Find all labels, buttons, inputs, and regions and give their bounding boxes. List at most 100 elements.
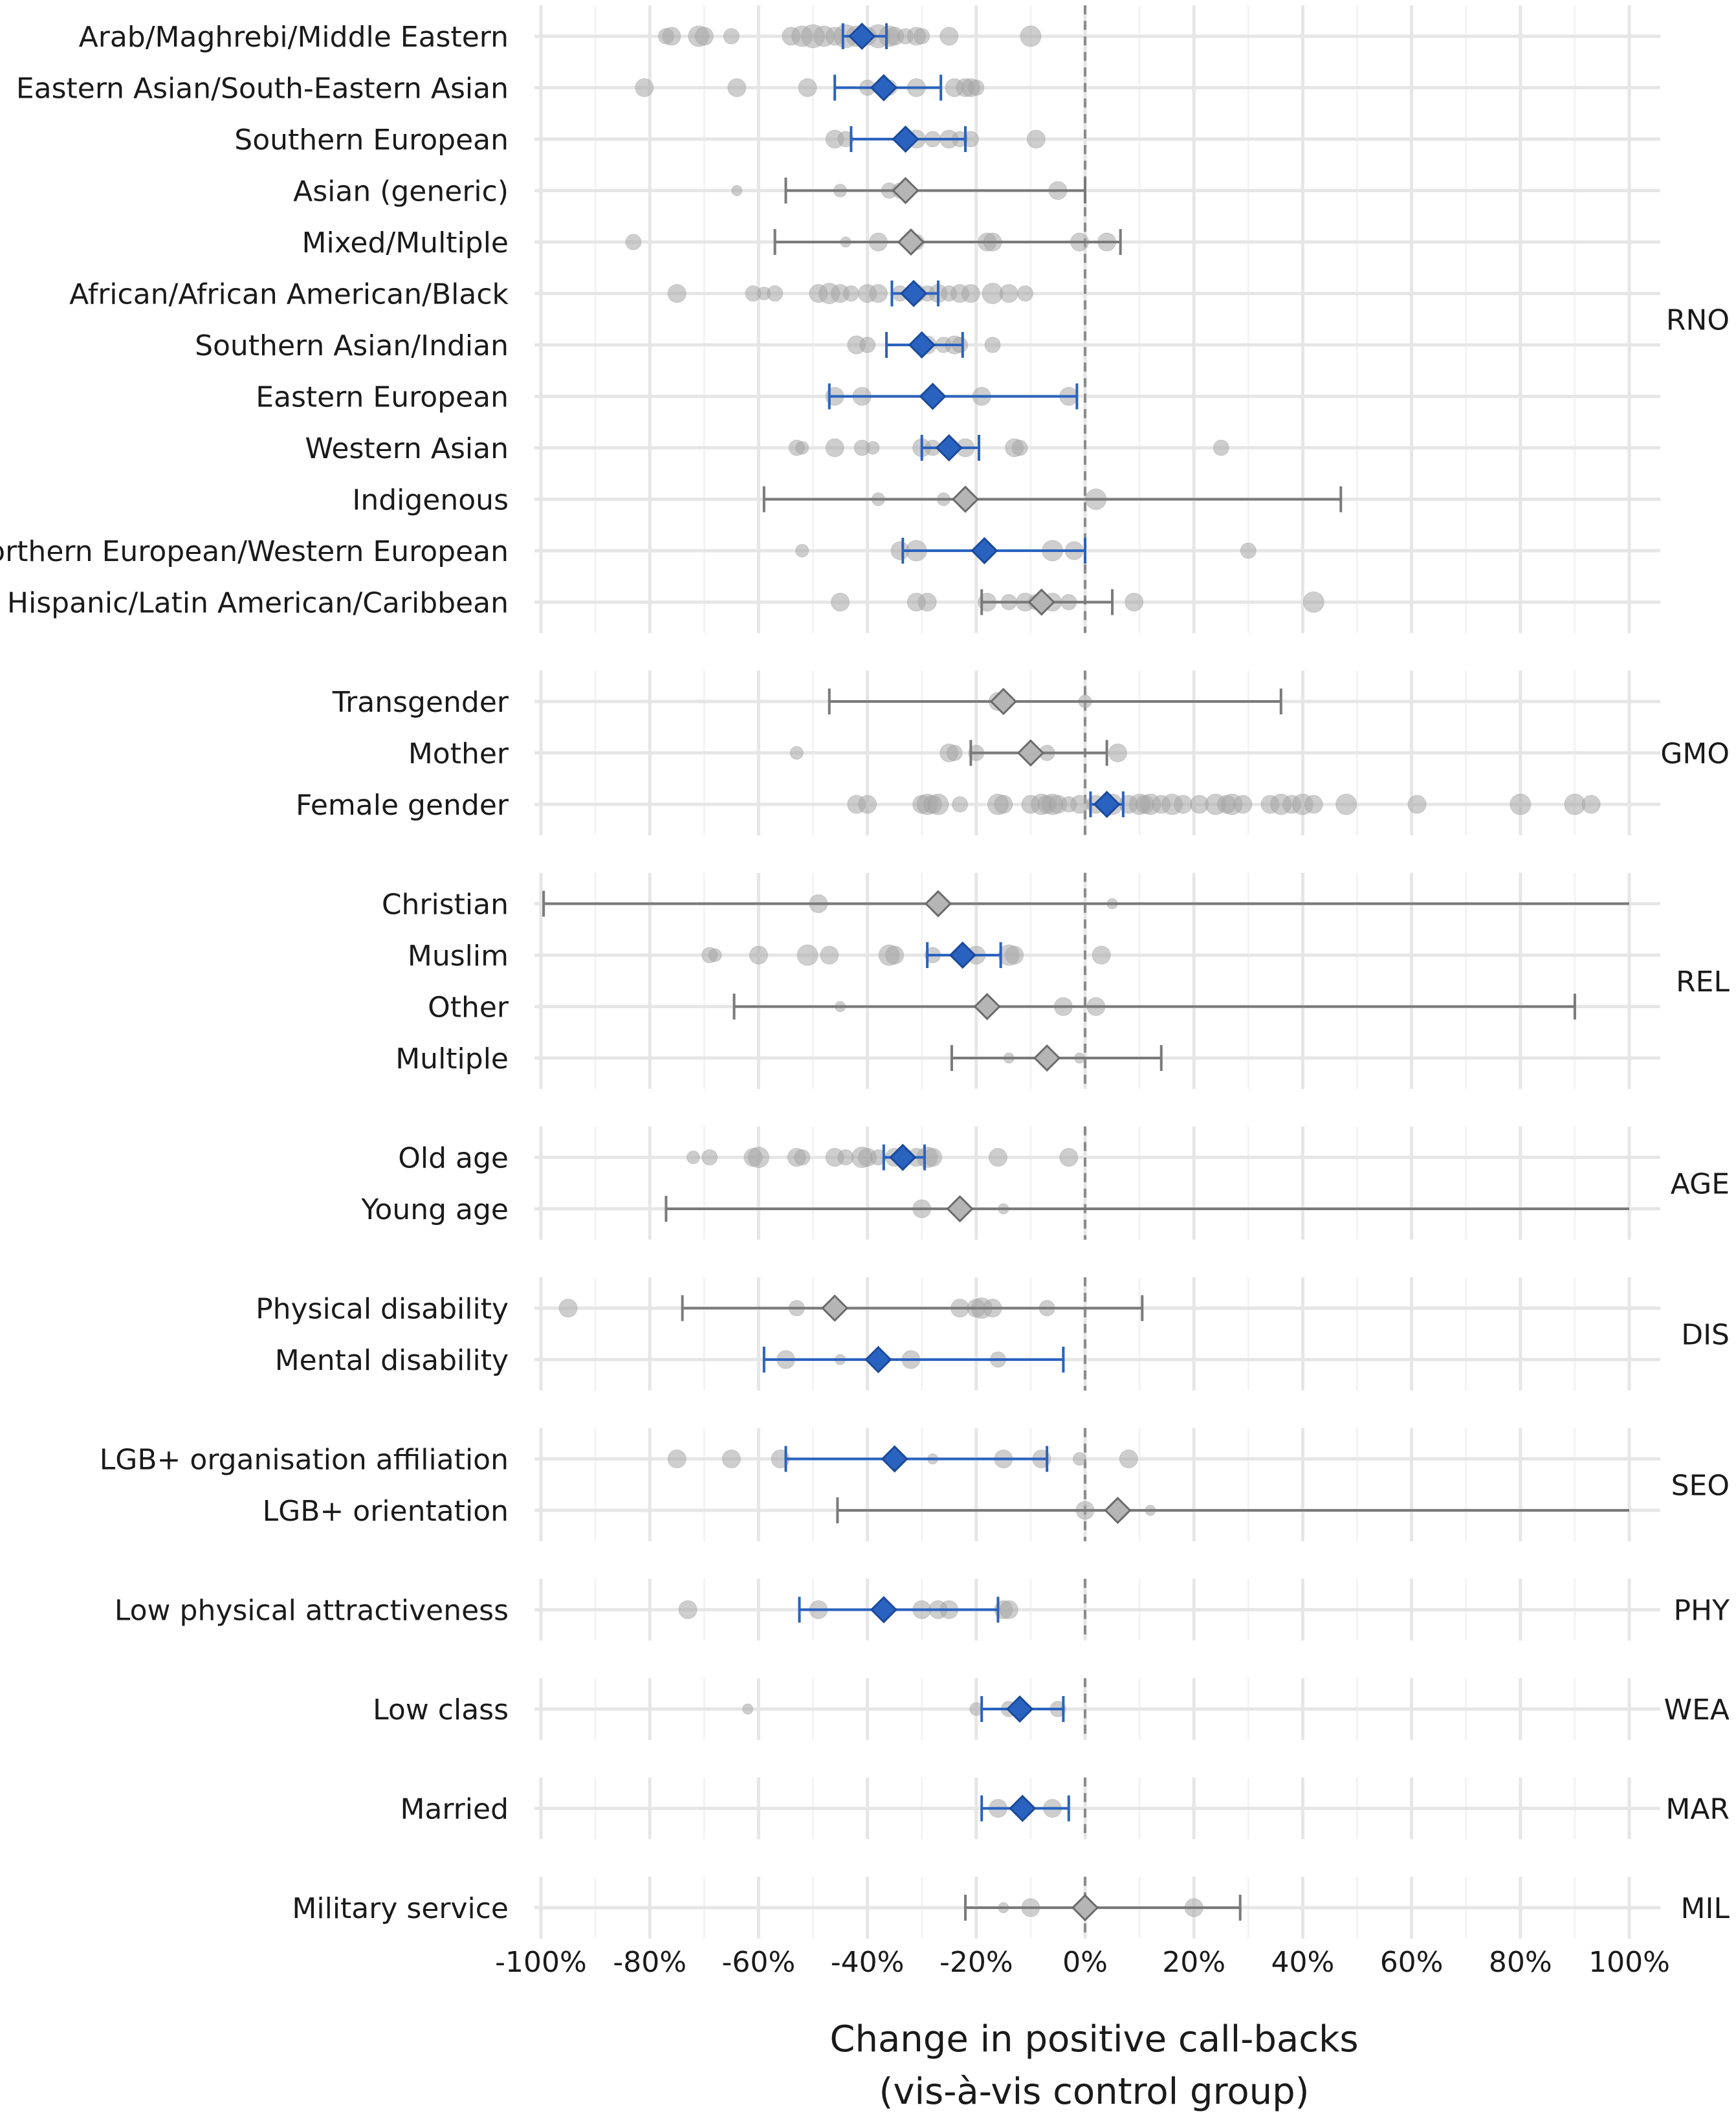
estimate-diamond [949,941,976,969]
group-label: GMO [1660,738,1730,771]
study-point [999,1600,1018,1619]
estimate-diamond [881,1445,908,1473]
study-point [820,945,839,965]
study-point [667,284,687,303]
x-tick-label: -60% [722,1946,796,1979]
group-label: PHY [1674,1594,1730,1627]
study-point [825,438,844,458]
row-label: Mental disability [275,1344,509,1377]
estimate-diamond [848,22,876,50]
study-point [1020,25,1042,47]
x-axis-title-line1: Change in positive call-backs [830,2018,1358,2060]
row-label: Transgender [332,686,509,719]
study-point [558,1299,578,1318]
row-label: Female gender [296,789,509,822]
row-label: Northern European/Western European [0,535,509,568]
study-point [742,1703,754,1715]
estimate-diamond [889,1143,917,1171]
study-point [701,1149,718,1165]
group-label: MAR [1665,1793,1730,1826]
row-labels: Arab/Maghrebi/Middle Eastern Eastern Asia… [0,21,509,1925]
x-tick-label: -100% [495,1946,587,1979]
x-tick-label: 80% [1489,1946,1552,1979]
row-label: Married [400,1793,509,1826]
study-point [1233,795,1253,814]
row-label: Southern European [234,124,509,157]
study-point [1240,542,1257,559]
group-label: MIL [1681,1892,1730,1925]
study-point [731,185,743,196]
gridlines [534,5,1660,1939]
group-label: AGE [1671,1167,1730,1200]
estimate-diamond [821,1294,849,1322]
estimate-diamond [897,228,925,256]
study-point [923,1148,943,1167]
study-point [842,285,859,302]
study-point [1092,945,1111,965]
x-tick-label: -40% [831,1946,905,1979]
estimate-diamond [935,434,963,462]
estimate-diamond [1071,1893,1099,1922]
estimate-diamond [1016,739,1045,767]
row-label: Military service [292,1892,509,1925]
study-point [952,796,969,813]
estimate-diamond [971,536,998,565]
study-point [1304,795,1323,814]
estimate-diamond [864,1345,892,1374]
estimate-diamond [1093,790,1121,819]
row-label: Arab/Maghrebi/Middle Eastern [79,21,509,54]
x-tick-label: 60% [1380,1946,1444,1979]
study-point [795,441,809,455]
group-labels: RNO GMO REL AGE DIS SEO PHY WEA MAR MIL [1660,303,1730,1925]
estimate-diamond [1104,1496,1132,1525]
estimate-diamond [870,1596,897,1624]
study-point [961,284,980,303]
row-label: Low physical attractiveness [115,1594,509,1627]
study-point [694,27,714,46]
study-point [1581,795,1601,814]
estimate-diamond [989,687,1017,716]
x-tick-label: -20% [939,1946,1013,1979]
study-point [1059,1148,1079,1167]
row-label: Western Asian [305,432,509,465]
row-label: LGB+ orientation [263,1495,509,1528]
study-point [667,1450,687,1468]
study-point [686,1151,700,1164]
study-point [994,795,1013,814]
estimate-diamond [1009,1794,1037,1822]
study-point [1070,795,1090,814]
row-label: LGB+ organisation affiliation [100,1444,509,1477]
estimate-diamond [1033,1044,1061,1072]
estimate-diamond [919,382,947,410]
study-points [558,24,1601,1917]
study-point [1016,285,1033,302]
group-label: WEA [1664,1693,1730,1726]
study-point [1011,439,1028,456]
x-axis-ticks: -100% -80% -60% -40% -20% 0% 20% 40% 60% 80% 100% [495,1946,1670,1979]
row-label: Low class [373,1693,509,1726]
study-point [723,28,740,45]
study-point [721,1450,741,1468]
row-label: Mother [408,738,509,771]
estimate-diamond [899,280,928,307]
study-point [1119,1450,1138,1468]
study-point [1005,945,1024,965]
row-label: Asian (generic) [293,175,509,208]
row-label: Young age [360,1193,509,1226]
study-point [1407,795,1427,814]
study-point [837,1149,854,1165]
group-label: DIS [1681,1318,1730,1351]
study-point [1026,129,1046,149]
study-point [789,746,804,760]
study-point [795,544,809,558]
row-label: Old age [398,1142,509,1175]
study-point [1335,793,1357,815]
row-label: Other [428,991,509,1024]
study-point [767,285,784,302]
group-label: SEO [1671,1469,1730,1502]
row-label: Christian [382,888,509,921]
study-point [727,78,747,97]
study-point [946,745,963,761]
study-point [798,78,817,97]
pooled-estimates [821,22,1132,1922]
